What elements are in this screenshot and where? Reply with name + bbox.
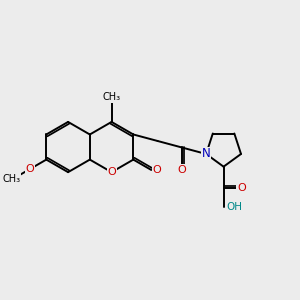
Text: OH: OH [226, 202, 242, 212]
Text: O: O [107, 167, 116, 177]
Text: O: O [237, 183, 246, 193]
Text: CH₃: CH₃ [103, 92, 121, 102]
Text: CH₃: CH₃ [2, 174, 21, 184]
Text: O: O [178, 165, 186, 175]
Text: O: O [152, 165, 161, 175]
Text: N: N [202, 148, 211, 160]
Text: O: O [25, 164, 34, 174]
